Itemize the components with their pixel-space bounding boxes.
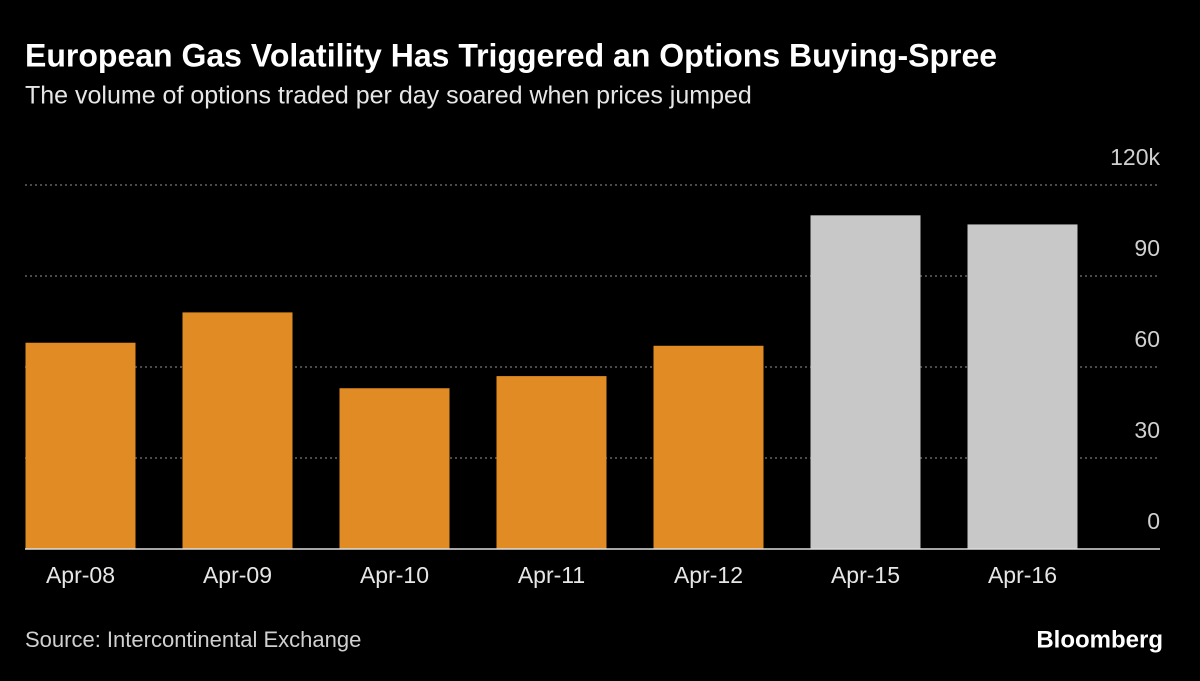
x-tick-label: Apr-15	[831, 562, 900, 588]
x-tick-label: Apr-11	[518, 562, 585, 588]
bar	[810, 215, 921, 550]
y-tick-label: 30	[1134, 417, 1160, 443]
y-tick-label: 120k	[1110, 144, 1160, 170]
x-tick-label: Apr-10	[360, 562, 429, 588]
brand: Bloomberg	[1036, 626, 1163, 653]
bar	[653, 345, 764, 549]
source: Source: Intercontinental Exchange	[25, 627, 361, 652]
chart-title: European Gas Volatility Has Triggered an…	[25, 37, 997, 73]
y-tick-label: 60	[1134, 326, 1160, 352]
x-tick-label: Apr-12	[674, 562, 743, 588]
y-tick-label: 0	[1147, 508, 1160, 534]
bar	[339, 388, 450, 549]
bar	[25, 342, 136, 549]
y-tick-label: 90	[1134, 235, 1160, 261]
x-tick-label: Apr-09	[203, 562, 272, 588]
bar	[182, 312, 293, 549]
bar	[496, 376, 607, 549]
bar	[967, 224, 1078, 549]
x-tick-label: Apr-16	[988, 562, 1057, 588]
chart-subtitle: The volume of options traded per day soa…	[25, 82, 752, 110]
x-tick-label: Apr-08	[46, 562, 115, 588]
